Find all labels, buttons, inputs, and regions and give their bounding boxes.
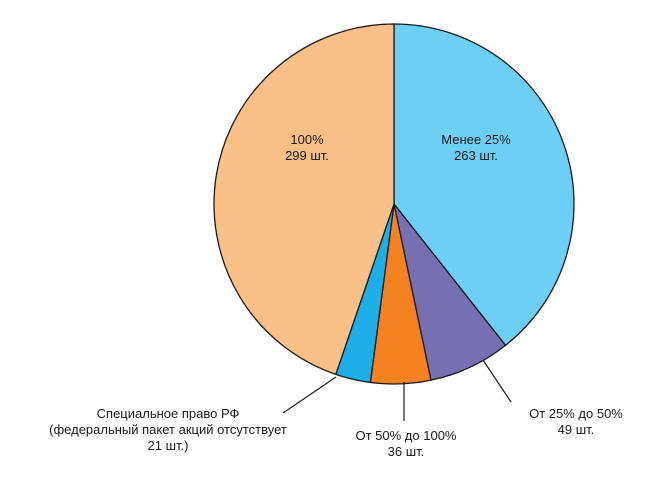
slice-label-4: 100% 299 шт. [285, 132, 329, 163]
slice-label-2: От 50% до 100% 36 шт. [356, 428, 457, 459]
slice-label-0-line-0: Менее 25% [441, 132, 511, 147]
slice-label-4-line-0: 100% [290, 132, 324, 147]
slice-label-3-line-1: (федеральный пакет акций отсутствует [49, 422, 287, 437]
leader-line-3 [282, 376, 337, 414]
leader-line-1 [482, 359, 512, 403]
pie-slice-4 [213, 23, 395, 375]
slice-label-1-line-0: От 25% до 50% [529, 406, 623, 421]
slice-label-0: Менее 25% 263 шт. [441, 132, 511, 163]
slice-label-2-line-0: От 50% до 100% [356, 428, 457, 443]
pie-slice-0 [393, 23, 575, 346]
slice-label-1: От 25% до 50% 49 шт. [529, 406, 623, 437]
slice-label-3-line-2: 21 шт.) [148, 438, 189, 453]
slice-label-2-line-1: 36 шт. [388, 444, 425, 459]
slice-label-4-line-1: 299 шт. [285, 148, 329, 163]
slice-label-1-line-1: 49 шт. [558, 422, 595, 437]
slice-label-3: Специальное право РФ (федеральный пакет а… [49, 406, 287, 453]
slice-label-0-line-1: 263 шт. [454, 148, 498, 163]
slice-label-3-line-0: Специальное право РФ [97, 406, 240, 421]
